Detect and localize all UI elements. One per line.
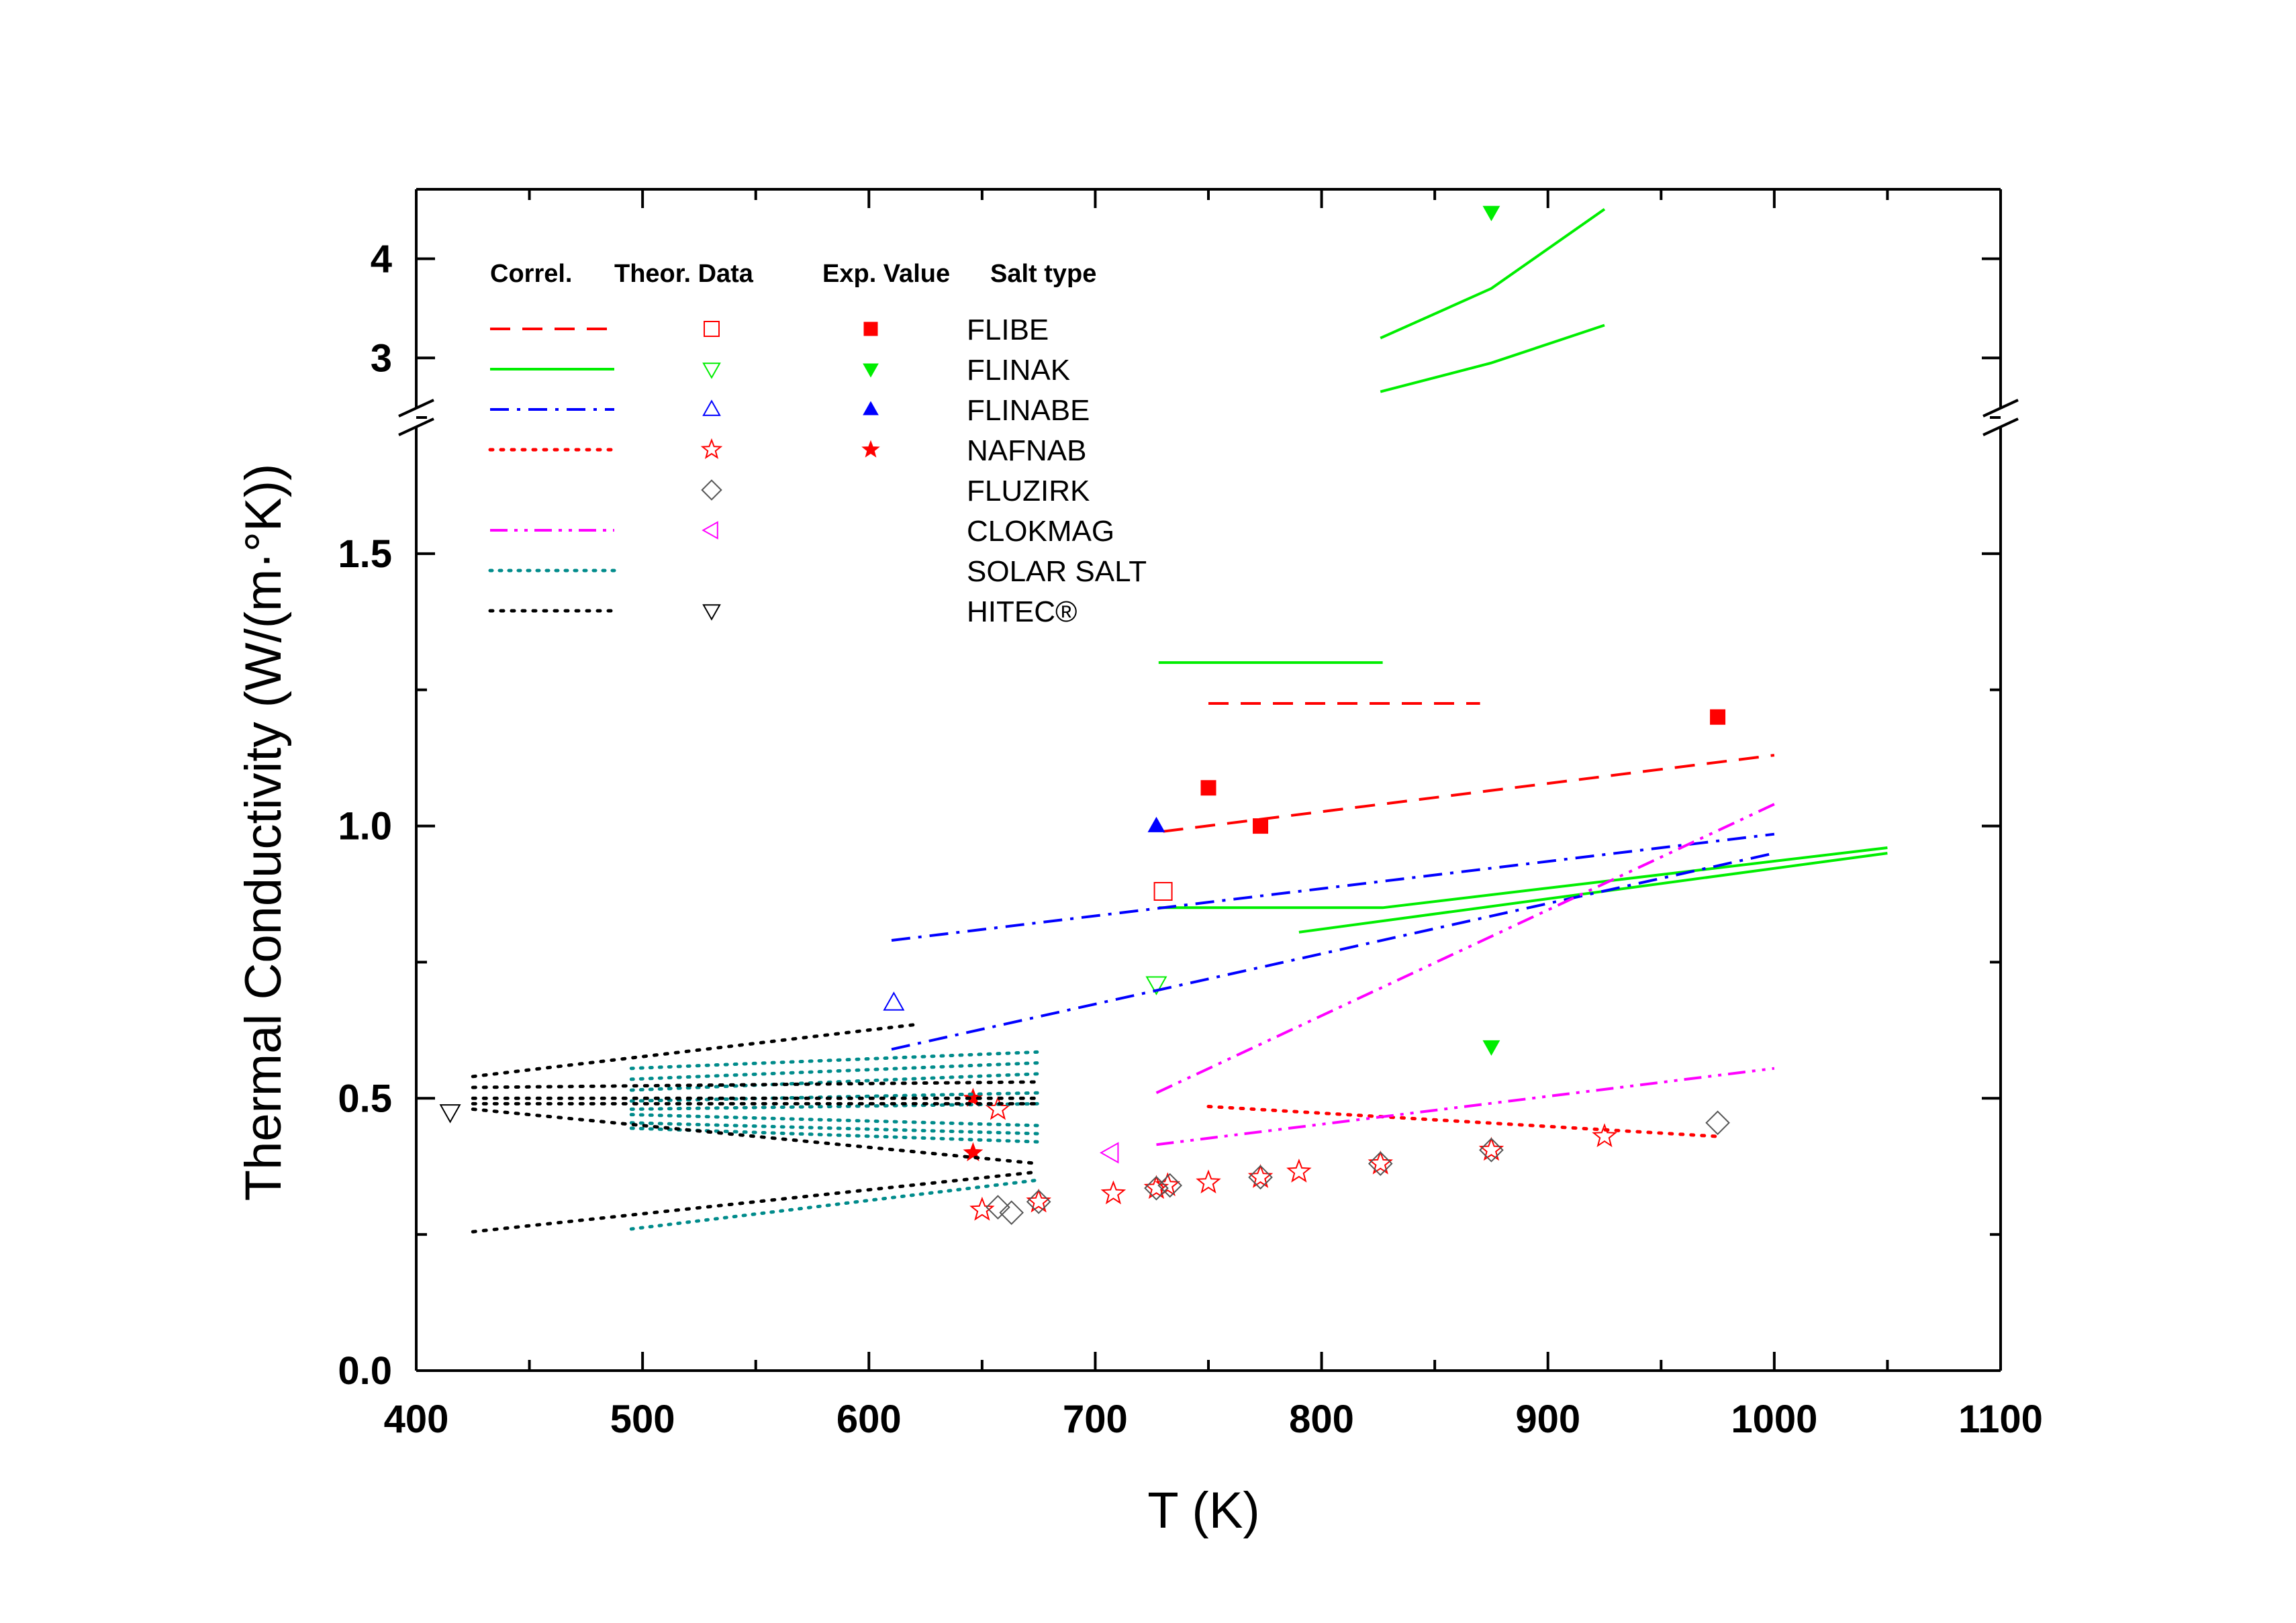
solar-salt-correlation-line: [629, 1178, 1041, 1231]
fluzirk-theoretical-marker: [999, 1200, 1024, 1226]
legend-label-solar-salt: SOLAR SALT: [967, 555, 1147, 588]
nafnab-theoretical-marker: [1155, 1172, 1181, 1197]
x-tick-label: 500: [610, 1397, 675, 1441]
legend-header: Salt type: [990, 260, 1096, 288]
fluzirk-theoretical-marker: [1026, 1189, 1051, 1214]
y-tick-label: 4: [371, 237, 392, 281]
legend-theoretical-marker-flibe: [704, 321, 720, 337]
y-tick-label: 1.5: [338, 532, 392, 576]
x-tick-label: 400: [384, 1397, 449, 1441]
legend-header: Theor. Data: [614, 260, 754, 288]
flinak-correlation-line: [1380, 207, 1606, 340]
nafnab-correlation-line: [1206, 1105, 1720, 1138]
solar-salt-correlation-line: [629, 1113, 1041, 1128]
flinak-experimental-marker: [1482, 205, 1500, 222]
nafnab-theoretical-marker: [1592, 1123, 1617, 1148]
flibe-experimental-marker: [1253, 818, 1269, 834]
y-tick-label: 3: [371, 336, 392, 380]
x-tick-label: 1000: [1731, 1397, 1817, 1441]
legend-header: Exp. Value: [822, 260, 950, 288]
legend-theoretical-marker-nafnab: [700, 438, 723, 459]
legend-label-hitec: HITEC®: [967, 595, 1077, 628]
clokmag-correlation-line: [1156, 1067, 1775, 1146]
fluzirk-theoretical-marker: [1705, 1110, 1730, 1136]
legend-header: Correl.: [490, 260, 572, 288]
hitec-correlation-line: [471, 1170, 1041, 1234]
fluzirk-theoretical-marker: [1368, 1151, 1393, 1176]
flibe-theoretical-marker: [1153, 881, 1173, 901]
y-tick-label: 1.0: [338, 805, 392, 848]
hitec-theoretical-marker: [439, 1104, 461, 1124]
y-tick-label: 0.0: [338, 1349, 392, 1393]
flibe-experimental-marker: [1710, 709, 1726, 725]
legend-theoretical-marker-fluzirk: [701, 479, 722, 501]
y-axis-title: Thermal Conductivity (W/(m·°K)): [235, 464, 292, 1201]
flinabe-experimental-marker: [1147, 816, 1165, 832]
hitec-correlation-line: [471, 1108, 1041, 1166]
y-tick-label: 0.5: [338, 1077, 392, 1120]
fluzirk-theoretical-marker: [1479, 1138, 1504, 1163]
legend-theoretical-marker-hitec: [702, 604, 721, 621]
legend-theoretical-marker-flinabe: [702, 399, 721, 416]
legend-label-flinak: FLINAK: [967, 354, 1070, 387]
fluzirk-theoretical-marker: [1248, 1165, 1273, 1190]
axis-break-mark: [1982, 399, 2019, 417]
solar-salt-correlation-line: [629, 1121, 1041, 1136]
solar-salt-correlation-line: [629, 1061, 1041, 1081]
legend-label-flinabe: FLINABE: [967, 394, 1090, 427]
clokmag-theoretical-marker: [1100, 1142, 1119, 1164]
x-tick-label: 1100: [1958, 1397, 2043, 1441]
flinak-correlation-line: [1158, 846, 1888, 909]
solar-salt-correlation-line: [629, 1050, 1041, 1071]
clokmag-correlation-line: [1155, 803, 1775, 1095]
hitec-correlation-line: [471, 1080, 1041, 1089]
legend: Correl. Theor. Data Exp. Value Salt type FLI…: [488, 260, 1147, 628]
axis-break-mark: [398, 417, 434, 436]
flinabe-correlation-line: [891, 832, 1775, 942]
solar-salt-correlation-line: [629, 1072, 1041, 1092]
fluzirk-theoretical-marker: [1144, 1175, 1169, 1201]
fluzirk-theoretical-marker: [1157, 1173, 1183, 1198]
plot-area-lower: [439, 661, 1888, 1234]
x-tick-label: 800: [1289, 1397, 1354, 1441]
legend-theoretical-marker-clokmag: [702, 521, 718, 540]
legend-label-nafnab: NAFNAB: [967, 434, 1086, 467]
legend-experimental-marker-flinabe: [863, 401, 879, 415]
nafnab-theoretical-marker: [1286, 1159, 1312, 1183]
legend-experimental-marker-flibe: [863, 322, 878, 336]
plot-area-upper: [1380, 205, 1606, 393]
x-axis-title: T (K): [1147, 1482, 1259, 1539]
flibe-experimental-marker: [1200, 780, 1216, 796]
nafnab-theoretical-marker: [969, 1196, 995, 1221]
axis-break-mark: [398, 399, 434, 417]
flinabe-theoretical-marker: [883, 991, 905, 1011]
legend-experimental-marker-flinak: [863, 363, 879, 378]
fluzirk-theoretical-marker: [986, 1195, 1010, 1220]
x-tick-label: 700: [1063, 1397, 1128, 1441]
flinak-experimental-marker: [1482, 1040, 1500, 1056]
nafnab-experimental-marker: [963, 1142, 984, 1162]
legend-label-clokmag: CLOKMAG: [967, 515, 1114, 548]
legend-experimental-marker-nafnab: [861, 440, 880, 458]
nafnab-theoretical-marker: [1100, 1180, 1127, 1205]
legend-label-fluzirk: FLUZIRK: [967, 475, 1090, 507]
axis-ticks: [415, 189, 2002, 1372]
x-tick-label: 600: [836, 1397, 902, 1441]
x-tick-label: 900: [1515, 1397, 1580, 1441]
legend-theoretical-marker-flinak: [702, 362, 721, 379]
flinak-correlation-line: [1380, 324, 1605, 393]
axis-tick-labels: 400 500 600 700 800 900 1000 1100 0.0 0.5 1.0 1.5 3 4: [338, 237, 2043, 1441]
axis-break-mark: [1982, 417, 2019, 436]
hitec-correlation-line: [471, 1023, 916, 1079]
legend-label-flibe: FLIBE: [967, 313, 1049, 346]
nafnab-theoretical-marker: [1196, 1169, 1221, 1193]
flinak-theoretical-marker: [1145, 976, 1167, 995]
